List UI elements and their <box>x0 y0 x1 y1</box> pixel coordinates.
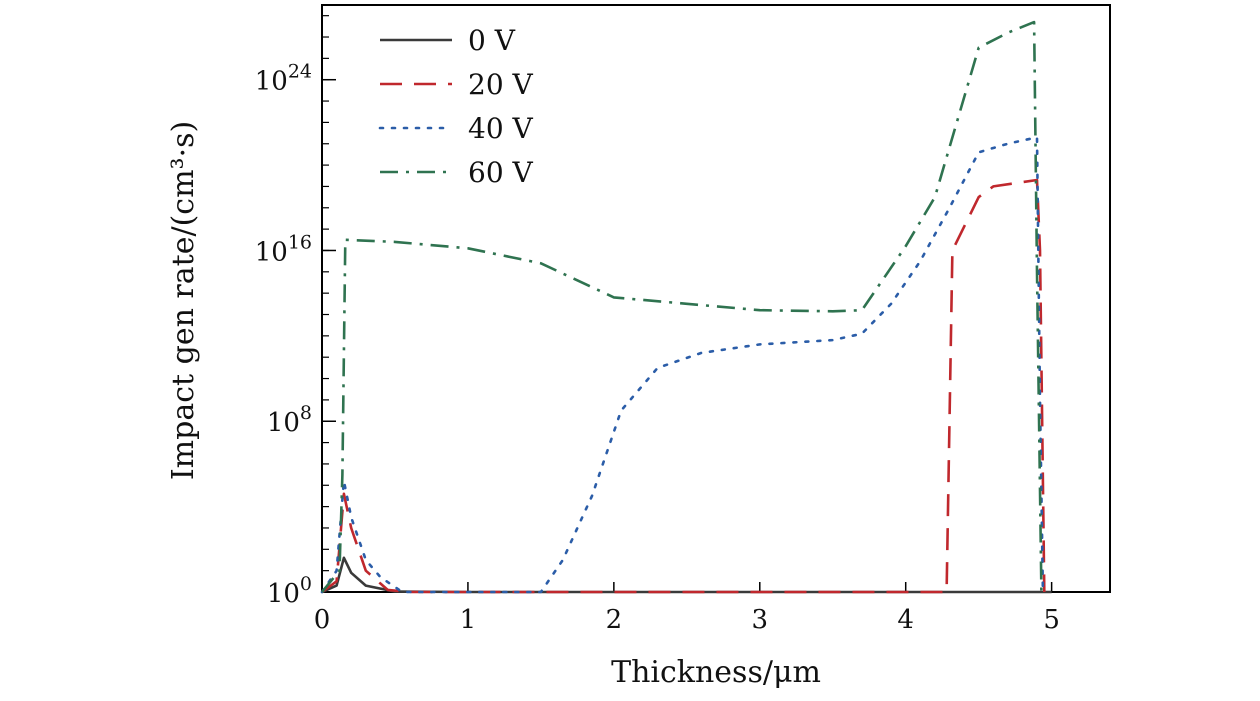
y-minor-ticks <box>322 15 329 593</box>
x-axis-title: Thickness/μm <box>611 655 821 690</box>
x-tick-label: 2 <box>606 605 623 635</box>
series-line-60v <box>320 20 1043 593</box>
legend-label: 40 V <box>468 112 534 145</box>
legend-label: 20 V <box>468 68 534 101</box>
legend-label: 0 V <box>468 24 516 57</box>
series-line-20v <box>321 178 1046 594</box>
series-line-0v <box>321 556 1052 594</box>
x-tick-label: 3 <box>752 605 769 635</box>
legend: 0 V 20 V 40 V 60 V <box>378 24 534 189</box>
y-tick-label: 1016 <box>255 231 312 267</box>
x-ticks: 0 1 2 3 4 5 <box>314 582 1060 635</box>
x-tick-label: 5 <box>1043 605 1060 635</box>
plot-border <box>321 4 1111 593</box>
x-tick-label: 0 <box>314 605 331 635</box>
legend-label: 60 V <box>468 156 534 189</box>
x-tick-label: 4 <box>897 605 914 635</box>
plot-frame <box>321 4 1111 593</box>
y-tick-label: 100 <box>267 573 312 609</box>
series-layer <box>320 20 1052 594</box>
series-line-40v <box>320 136 1045 594</box>
y-ticks: 100 108 1016 1024 <box>255 61 336 609</box>
y-tick-label: 108 <box>267 402 312 438</box>
y-axis-title: Impact gen rate/(cm³·s) <box>166 121 201 480</box>
y-tick-label: 1024 <box>255 61 312 97</box>
x-tick-label: 1 <box>460 605 477 635</box>
